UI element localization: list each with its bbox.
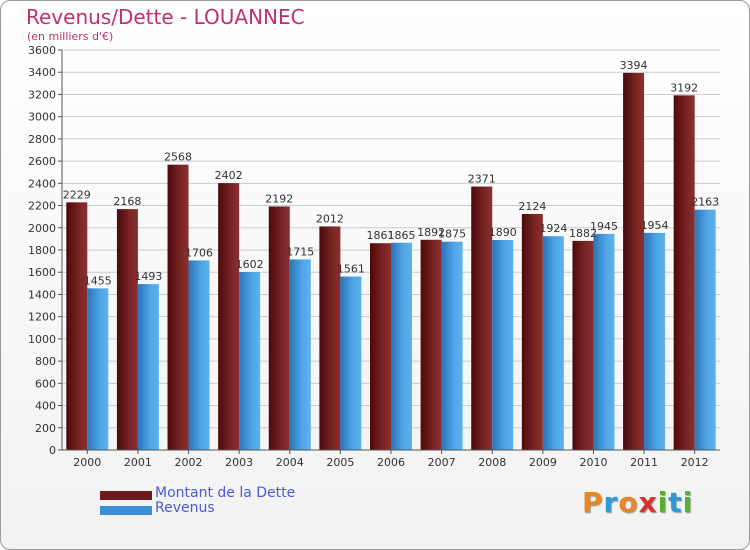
bar-dette-2012	[673, 95, 695, 450]
x-tick-label: 2010	[579, 456, 607, 469]
data-label-dette-2003: 2402	[215, 169, 243, 182]
data-label-dette-2004: 2192	[265, 192, 293, 205]
bar-revenus-2006	[391, 242, 412, 450]
data-label-revenus-2007: 1875	[438, 228, 466, 241]
bar-revenus-2011	[644, 232, 666, 450]
y-tick-label: 1200	[28, 311, 56, 324]
y-tick-label: 600	[35, 377, 56, 390]
x-tick-label: 2001	[124, 456, 152, 469]
data-label-revenus-2012: 2163	[691, 196, 719, 209]
data-label-revenus-2009: 1924	[539, 222, 567, 235]
y-tick-label: 1400	[28, 288, 56, 301]
data-label-dette-2005: 2012	[316, 212, 344, 225]
data-label-revenus-2000: 1455	[84, 274, 112, 287]
bar-dette-2008	[471, 186, 493, 451]
y-tick-label: 0	[49, 444, 56, 457]
y-tick-label: 1800	[28, 244, 56, 257]
bar-dette-2005	[319, 226, 341, 450]
y-tick-label: 3600	[28, 44, 56, 57]
bar-revenus-2001	[137, 284, 159, 450]
bar-revenus-2012	[694, 209, 716, 450]
x-tick-label: 2011	[630, 456, 658, 469]
chart-title: Revenus/Dette - LOUANNEC	[26, 5, 305, 29]
data-label-revenus-2003: 1602	[236, 258, 264, 271]
bar-revenus-2008	[492, 240, 514, 450]
y-tick-label: 2200	[28, 200, 56, 213]
y-tick-label: 2800	[28, 133, 56, 146]
legend-label-debt: Montant de la Dette	[155, 485, 296, 501]
bar-revenus-2009	[542, 236, 564, 450]
x-tick-label: 2007	[428, 456, 456, 469]
bar-dette-2000	[66, 202, 88, 450]
x-tick-label: 2008	[478, 456, 506, 469]
data-label-revenus-2008: 1890	[489, 226, 517, 239]
x-tick-label: 2004	[276, 456, 304, 469]
data-label-revenus-2001: 1493	[134, 270, 162, 283]
data-label-revenus-2011: 1954	[641, 219, 669, 232]
x-tick-label: 2005	[326, 456, 354, 469]
chart-subtitle: (en milliers d'€)	[27, 30, 114, 43]
data-label-dette-2009: 2124	[518, 200, 546, 213]
bar-dette-2002	[167, 164, 189, 450]
proxiti-logo: Proxiti	[582, 486, 694, 519]
legend-swatch-revenus	[100, 506, 152, 515]
bar-revenus-2004	[289, 259, 311, 450]
x-tick-label: 2012	[681, 456, 709, 469]
bar-dette-2003	[218, 183, 240, 450]
x-tick-label: 2003	[225, 456, 253, 469]
data-label-revenus-2010: 1945	[590, 220, 618, 233]
y-tick-label: 2400	[28, 177, 56, 190]
data-label-dette-2008: 2371	[468, 173, 496, 186]
bar-dette-2004	[268, 206, 290, 450]
data-label-dette-2007: 1892	[417, 226, 445, 239]
y-tick-label: 1600	[28, 266, 56, 279]
legend-label-revenus: Revenus	[155, 500, 215, 516]
data-label-dette-2002: 2568	[164, 151, 192, 164]
bar-dette-2006	[370, 243, 391, 450]
data-label-dette-2010: 1882	[569, 227, 597, 240]
data-label-dette-2006: 1861	[367, 229, 395, 242]
y-tick-label: 800	[35, 355, 56, 368]
data-label-revenus-2004: 1715	[286, 245, 314, 258]
bar-revenus-2003	[239, 272, 261, 450]
y-tick-label: 3000	[28, 111, 56, 124]
data-label-revenus-2005: 1561	[337, 263, 365, 276]
data-label-dette-2012: 3192	[670, 81, 698, 94]
bar-dette-2011	[623, 72, 645, 450]
y-tick-label: 3200	[28, 88, 56, 101]
data-label-dette-2011: 3394	[620, 59, 648, 72]
y-tick-label: 2000	[28, 222, 56, 235]
bar-revenus-2007	[441, 241, 463, 450]
x-tick-label: 2002	[175, 456, 203, 469]
y-tick-label: 3400	[28, 66, 56, 79]
legend-swatch-debt	[100, 491, 152, 500]
y-tick-label: 2600	[28, 155, 56, 168]
x-tick-label: 2000	[73, 456, 101, 469]
y-tick-label: 1000	[28, 333, 56, 346]
y-tick-label: 200	[35, 422, 56, 435]
bar-dette-2009	[521, 214, 543, 450]
bar-dette-2007	[420, 239, 442, 450]
bar-revenus-2000	[87, 288, 109, 450]
bar-revenus-2005	[340, 276, 362, 450]
x-tick-label: 2009	[529, 456, 557, 469]
data-label-dette-2001: 2168	[113, 195, 141, 208]
bar-dette-2001	[116, 209, 138, 450]
bar-revenus-2010	[593, 233, 615, 450]
x-tick-label: 2006	[377, 456, 405, 469]
data-label-revenus-2002: 1706	[185, 246, 213, 259]
bar-dette-2010	[572, 240, 594, 450]
data-label-dette-2000: 2229	[63, 188, 91, 201]
y-tick-label: 400	[35, 400, 56, 413]
data-label-revenus-2006: 1865	[388, 229, 416, 242]
bar-revenus-2002	[188, 260, 210, 450]
